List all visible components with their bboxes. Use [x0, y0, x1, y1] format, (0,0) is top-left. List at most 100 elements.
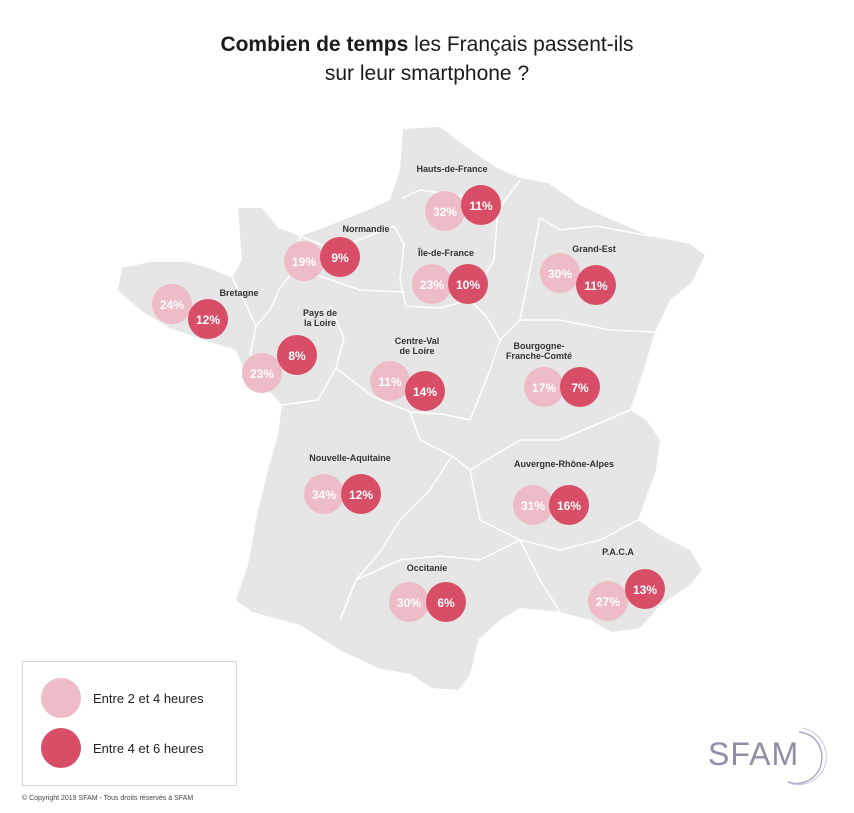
title-line-2: sur leur smartphone ? [324, 62, 530, 85]
bubble-dark-normandie: 9% [320, 237, 360, 277]
region-labels: Hauts-de-France Normandie Île-de-France Gra… [219, 164, 634, 573]
region-label-p-a-c-a: P.A.C.A [602, 547, 634, 557]
bubble-value-light: 19% [292, 255, 316, 269]
bubble-light-auvergne-rhone-alpes: 31% [513, 485, 553, 525]
region-border-4 [393, 209, 499, 309]
region-border-15 [469, 469, 639, 551]
bubble-dark-pays-de-la-loire: 8% [277, 335, 317, 375]
legend-row-light: Entre 2 et 4 heures [41, 678, 204, 718]
bubble-light-grand-est: 30% [540, 253, 580, 293]
bubble-dark-auvergne-rhone-alpes: 16% [549, 485, 589, 525]
copyright-notice: © Copyright 2019 SFAM - Tous droits rése… [22, 795, 194, 802]
region-label-hauts-de-france: Hauts-de-France [416, 164, 487, 174]
region-borders [231, 179, 656, 621]
region-label-normandie: Normandie [342, 224, 389, 234]
bubble-value-dark: 8% [288, 349, 306, 363]
bubble-value-dark: 11% [584, 279, 608, 293]
bubble-value-dark: 16% [557, 499, 581, 513]
region-border-1 [401, 179, 521, 211]
bubble-value-dark: 10% [456, 278, 480, 292]
bubble-dark-hauts-de-france: 11% [461, 185, 501, 225]
region-border-5 [469, 299, 501, 421]
legend-row-dark: Entre 4 et 6 heures [41, 728, 204, 768]
bubble-circle-light [540, 253, 580, 293]
bubble-light-p-a-c-a: 27% [588, 581, 628, 621]
bubble-circle-dark [560, 367, 600, 407]
region-label-nouvelle-aquitaine: Nouvelle-Aquitaine [309, 453, 391, 463]
bubble-light-bourgogne-franche-comte: 17% [524, 367, 564, 407]
bubble-light-ile-de-france: 23% [412, 264, 452, 304]
region-label-pays-de-la-loire: Pays de la Loire [303, 308, 337, 328]
bubble-value-light: 17% [532, 381, 556, 395]
bubble-circle-dark [188, 299, 228, 339]
bubble-circle-dark [277, 335, 317, 375]
bubble-value-light: 23% [420, 278, 444, 292]
bubble-dark-bourgogne-franche-comte: 7% [560, 367, 600, 407]
bubble-value-dark: 12% [349, 488, 373, 502]
bubble-value-dark: 14% [413, 385, 437, 399]
bubble-dark-nouvelle-aquitaine: 12% [341, 474, 381, 514]
title-rest: les Français passent-ils [408, 33, 634, 56]
bubble-circle-dark [448, 264, 488, 304]
bubble-value-light: 34% [312, 488, 336, 502]
bubble-value-dark: 6% [437, 596, 455, 610]
chart-title: Combien de temps les Français passent-il… [0, 30, 854, 88]
bubble-circle-light [588, 581, 628, 621]
region-border-17 [355, 539, 521, 581]
bubble-circle-light [284, 241, 324, 281]
region-label-centre-val-de-loire: Centre-Val de Loire [395, 336, 440, 356]
bubble-value-light: 31% [521, 499, 545, 513]
bubble-circle-dark [426, 582, 466, 622]
bubble-light-nouvelle-aquitaine: 34% [304, 474, 344, 514]
bubble-circle-dark [461, 185, 501, 225]
bubble-circle-dark [625, 569, 665, 609]
title-bold: Combien de temps [220, 33, 409, 56]
bubble-value-light: 27% [596, 595, 620, 609]
region-label-auvergne-rhone-alpes: Auvergne-Rhône-Alpes [514, 459, 614, 469]
region-border-10 [539, 217, 651, 237]
region-bubbles: 32% 11% 19% 9% 23% 10% 30% 11% 24% 12% 23% 8% 11% 14%… [152, 185, 665, 622]
bubble-dark-p-a-c-a: 13% [625, 569, 665, 609]
bubble-dark-grand-est: 11% [576, 265, 616, 305]
bubble-circle-light [304, 474, 344, 514]
legend: Entre 2 et 4 heures Entre 4 et 6 heures [22, 661, 237, 786]
bubble-circle-light [412, 264, 452, 304]
legend-swatch-light [41, 678, 81, 718]
bubble-light-normandie: 19% [284, 241, 324, 281]
sfam-logo: SFAM [704, 726, 832, 786]
region-label-bretagne: Bretagne [219, 288, 258, 298]
bubble-circle-light [389, 582, 429, 622]
region-label-bourgogne-franche-comte: Bourgogne-Franche-Comté [506, 341, 572, 361]
bubble-value-light: 23% [250, 367, 274, 381]
bubble-value-light: 30% [397, 596, 421, 610]
logo-swirl-icon [787, 727, 827, 786]
bubble-value-light: 32% [433, 205, 457, 219]
bubble-value-light: 11% [378, 375, 402, 389]
bubble-circle-light [513, 485, 553, 525]
bubble-value-dark: 7% [571, 381, 589, 395]
region-border-3 [231, 277, 257, 357]
legend-label-dark: Entre 4 et 6 heures [93, 740, 204, 756]
bubble-circle-light [425, 191, 465, 231]
logo-text: SFAM [708, 736, 800, 772]
bubble-light-occitanie: 30% [389, 582, 429, 622]
region-border-12 [520, 319, 656, 333]
bubble-value-dark: 13% [633, 583, 657, 597]
bubble-circle-light [242, 353, 282, 393]
bubble-light-bretagne: 24% [152, 284, 192, 324]
region-label-grand-est: Grand-Est [572, 244, 616, 254]
bubble-value-dark: 11% [469, 199, 493, 213]
bubble-circle-dark [405, 371, 445, 411]
bubble-dark-ile-de-france: 10% [448, 264, 488, 304]
bubble-value-light: 24% [160, 298, 184, 312]
bubble-circle-dark [549, 485, 589, 525]
bubble-circle-light [524, 367, 564, 407]
bubble-circle-dark [576, 265, 616, 305]
region-label-ile-de-france: Île-de-France [417, 247, 474, 258]
bubble-light-hauts-de-france: 32% [425, 191, 465, 231]
bubble-value-light: 30% [548, 267, 572, 281]
region-border-14 [339, 455, 453, 621]
bubble-dark-occitanie: 6% [426, 582, 466, 622]
legend-label-light: Entre 2 et 4 heures [93, 690, 204, 706]
